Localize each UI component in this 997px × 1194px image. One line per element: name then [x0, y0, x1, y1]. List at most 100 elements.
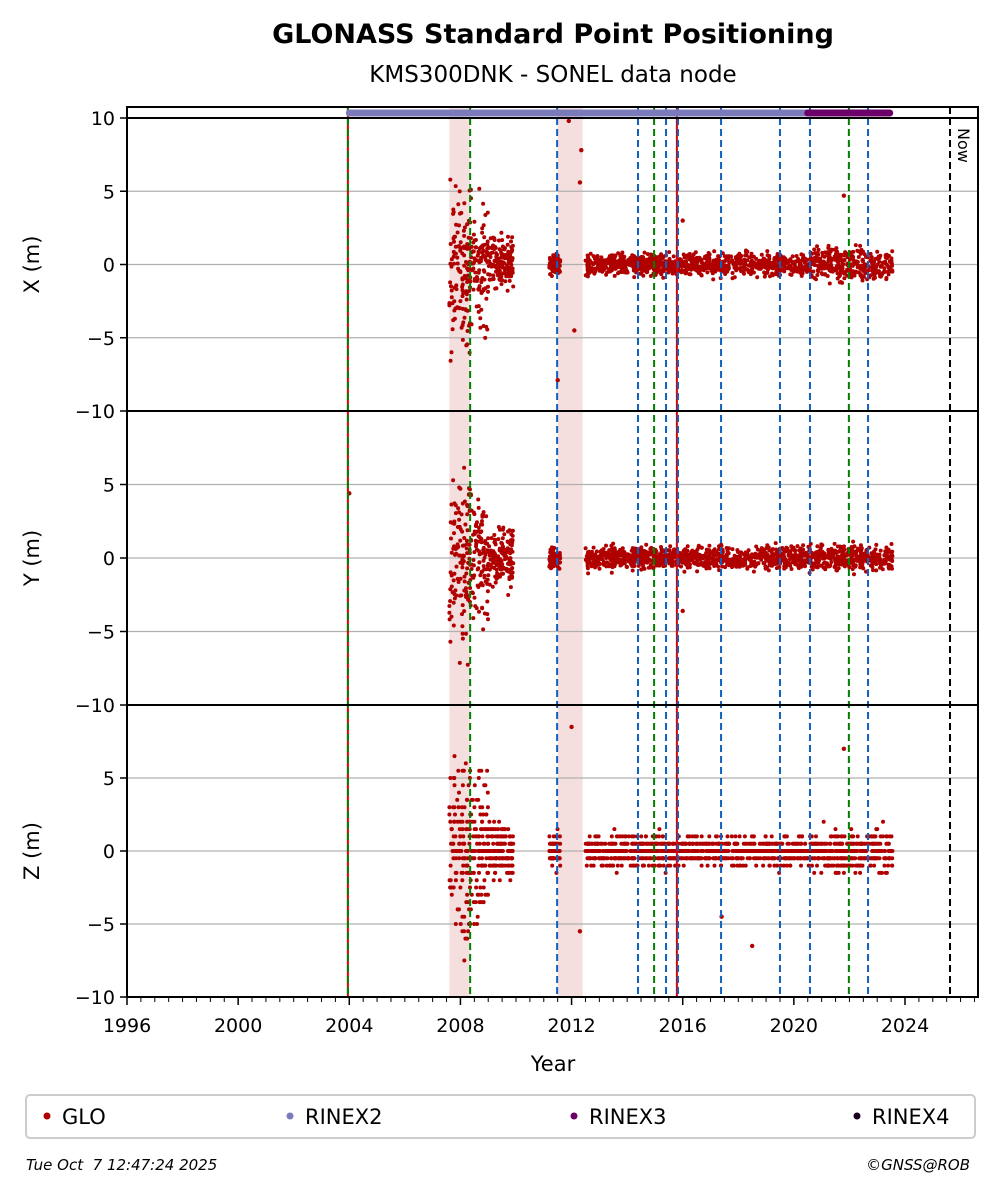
data-point — [842, 834, 847, 839]
data-point — [474, 878, 479, 883]
data-point — [751, 856, 756, 861]
data-point — [509, 239, 513, 244]
data-point — [460, 841, 465, 846]
data-point — [479, 244, 484, 249]
data-point — [645, 849, 650, 853]
data-point — [492, 247, 497, 251]
data-point — [619, 841, 624, 846]
data-point — [593, 269, 598, 274]
data-point — [621, 259, 626, 264]
data-point — [876, 269, 881, 274]
data-point — [699, 273, 704, 278]
data-point — [462, 914, 467, 919]
data-point — [783, 856, 788, 861]
data-point — [479, 900, 484, 905]
data-point — [837, 841, 842, 846]
data-point — [499, 282, 504, 287]
data-point — [491, 555, 496, 560]
data-point — [659, 252, 664, 257]
data-point — [510, 528, 515, 533]
data-point — [689, 550, 693, 555]
data-point — [609, 856, 614, 861]
data-point — [787, 553, 792, 558]
data-point — [751, 569, 756, 574]
data-point — [499, 540, 504, 545]
data-point — [614, 834, 619, 839]
data-point — [770, 266, 775, 271]
data-point — [858, 870, 863, 875]
data-point — [461, 291, 466, 296]
data-point — [704, 254, 709, 259]
data-point — [841, 558, 846, 563]
data-point — [685, 266, 690, 271]
data-point — [460, 768, 465, 773]
data-point — [604, 856, 608, 861]
data-point — [506, 268, 511, 273]
data-point — [454, 222, 459, 227]
data-point — [824, 841, 829, 846]
data-point — [500, 278, 505, 283]
data-point — [503, 548, 508, 553]
data-point — [889, 849, 894, 853]
data-point — [449, 264, 454, 269]
data-point — [483, 256, 488, 261]
data-point — [882, 266, 887, 271]
data-point — [797, 548, 802, 553]
data-point — [481, 268, 486, 273]
shaded-period — [557, 107, 583, 997]
data-point — [452, 299, 457, 304]
data-point — [855, 558, 860, 563]
data-point — [639, 567, 644, 572]
data-point — [465, 892, 470, 897]
data-point — [750, 270, 755, 275]
data-point — [550, 863, 555, 868]
data-point — [556, 565, 561, 570]
data-point — [462, 536, 467, 540]
data-point — [868, 863, 873, 868]
data-point — [783, 559, 788, 564]
data-point — [458, 885, 463, 890]
data-point — [656, 265, 661, 270]
data-point — [591, 849, 596, 853]
data-point — [449, 295, 454, 300]
data-point — [457, 553, 461, 558]
data-point — [497, 819, 502, 824]
data-point — [605, 849, 610, 853]
data-point — [629, 257, 634, 262]
data-point — [820, 253, 825, 258]
data-point — [460, 543, 465, 548]
data-point — [802, 553, 807, 557]
data-point — [697, 269, 702, 274]
data-point — [597, 566, 602, 571]
data-point — [638, 271, 643, 276]
data-point — [798, 264, 803, 269]
data-point — [815, 544, 820, 549]
data-point — [810, 863, 814, 868]
data-point — [487, 582, 492, 587]
data-point — [861, 274, 866, 279]
data-point — [476, 776, 481, 780]
data-point — [640, 259, 645, 264]
data-point — [735, 561, 740, 565]
data-point — [690, 841, 695, 846]
data-point — [470, 268, 475, 273]
data-point — [497, 247, 502, 252]
data-point — [475, 583, 480, 588]
data-point — [754, 863, 759, 868]
data-point — [644, 542, 649, 547]
data-point — [714, 553, 719, 557]
data-point — [853, 563, 858, 568]
data-point — [491, 277, 496, 281]
y-tick-label: 0 — [103, 255, 115, 277]
data-point — [487, 863, 492, 868]
data-point — [505, 288, 510, 293]
data-point — [661, 863, 666, 868]
data-point — [495, 841, 500, 846]
data-point — [458, 834, 463, 839]
data-point — [832, 541, 837, 546]
data-point — [851, 557, 856, 562]
data-point — [693, 553, 698, 558]
data-point — [586, 849, 591, 853]
data-point — [551, 253, 556, 258]
